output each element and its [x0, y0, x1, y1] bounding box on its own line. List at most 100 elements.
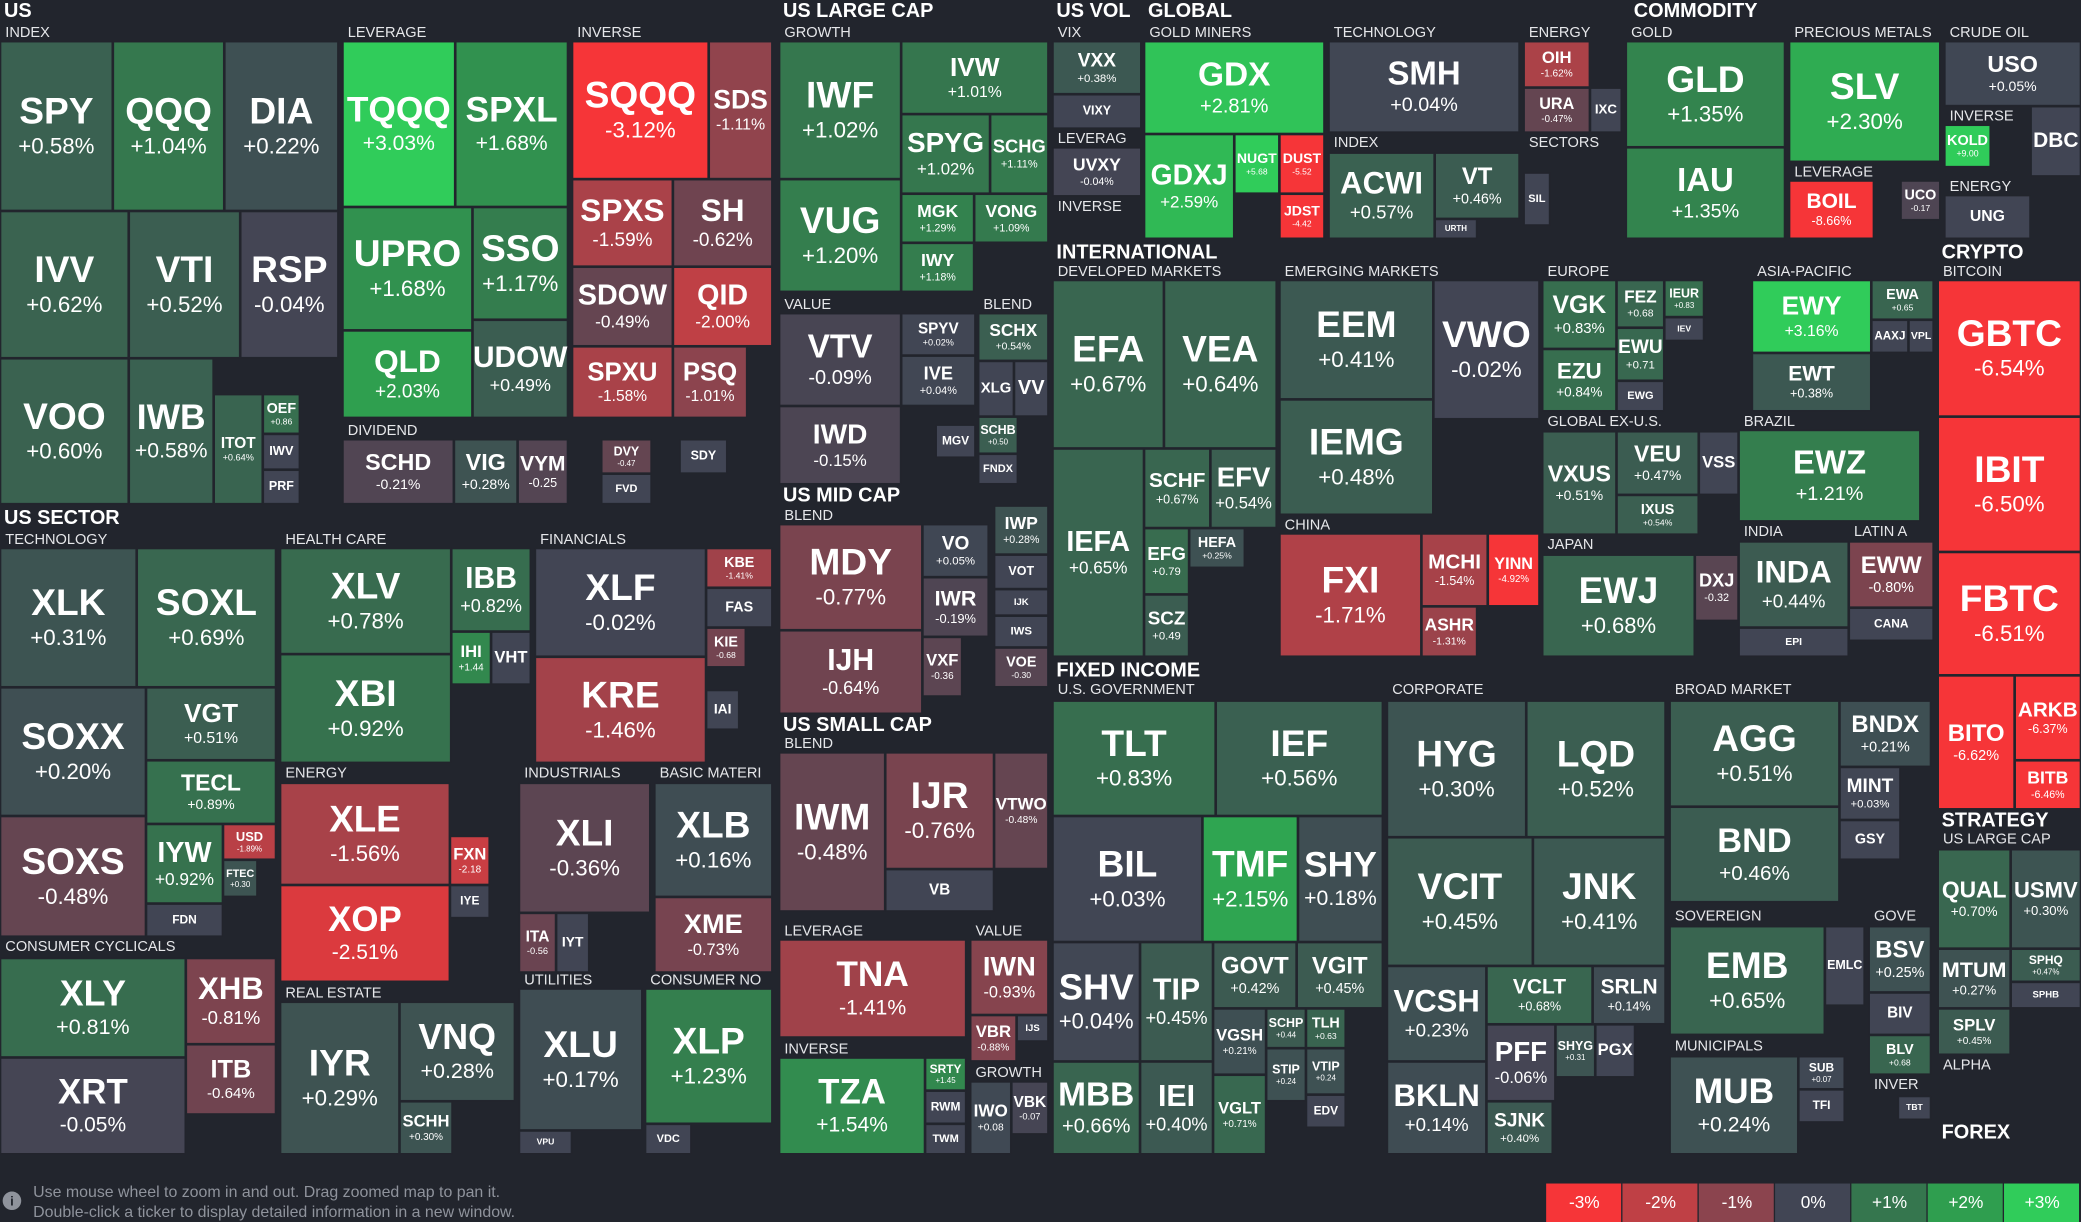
ticker-tile[interactable] — [1595, 1024, 1636, 1078]
ticker-tile[interactable] — [1944, 124, 1991, 168]
ticker-tile[interactable] — [935, 424, 976, 458]
ticker-tile[interactable] — [518, 782, 651, 913]
ticker-tile[interactable] — [472, 319, 569, 418]
ticker-tile[interactable] — [1625, 147, 1786, 239]
ticker-tile[interactable] — [1937, 1008, 2011, 1055]
ticker-tile[interactable] — [1616, 431, 1699, 495]
ticker-tile[interactable] — [1542, 554, 1695, 657]
ticker-tile[interactable] — [1144, 134, 1235, 239]
ticker-tile[interactable] — [399, 1001, 515, 1102]
ticker-tile[interactable] — [449, 884, 490, 919]
ticker-tile[interactable] — [534, 547, 707, 657]
ticker-tile[interactable] — [280, 547, 452, 655]
ticker-tile[interactable] — [779, 1057, 926, 1155]
ticker-tile[interactable] — [1625, 41, 1786, 148]
ticker-tile[interactable] — [1386, 837, 1533, 966]
ticker-tile[interactable] — [885, 752, 995, 870]
ticker-tile[interactable] — [1848, 607, 1934, 641]
ticker-tile[interactable] — [0, 815, 146, 937]
ticker-tile[interactable] — [518, 1130, 573, 1155]
ticker-tile[interactable] — [1297, 815, 1383, 943]
ticker-tile[interactable] — [779, 313, 902, 407]
ticker-tile[interactable] — [1052, 942, 1141, 1062]
ticker-tile[interactable] — [974, 193, 1049, 243]
ticker-tile[interactable] — [1486, 1024, 1556, 1102]
ticker-tile[interactable] — [654, 896, 773, 973]
ticker-tile[interactable] — [1013, 360, 1049, 417]
ticker-tile[interactable] — [280, 654, 452, 763]
ticker-tile[interactable] — [672, 346, 748, 418]
ticker-tile[interactable] — [1486, 965, 1593, 1025]
ticker-tile[interactable] — [145, 823, 223, 904]
ticker-tile[interactable] — [1210, 448, 1277, 529]
ticker-tile[interactable] — [1266, 1048, 1306, 1102]
ticker-tile[interactable] — [1908, 319, 1934, 353]
ticker-tile[interactable] — [2030, 106, 2081, 177]
ticker-tile[interactable] — [1215, 700, 1383, 816]
ticker-tile[interactable] — [1589, 87, 1622, 133]
ticker-tile[interactable] — [779, 752, 886, 912]
ticker-tile[interactable] — [1486, 1101, 1553, 1155]
ticker-tile[interactable] — [280, 1001, 400, 1155]
ticker-tile[interactable] — [1738, 429, 1921, 522]
ticker-tile[interactable] — [0, 41, 113, 211]
ticker-tile[interactable] — [922, 577, 989, 637]
ticker-tile[interactable] — [1305, 1008, 1346, 1049]
ticker-tile[interactable] — [128, 358, 214, 505]
ticker-tile[interactable] — [706, 547, 773, 588]
ticker-tile[interactable] — [262, 394, 300, 434]
ticker-tile[interactable] — [1386, 965, 1487, 1062]
ticker-tile[interactable] — [1937, 279, 2081, 417]
ticker-tile[interactable] — [0, 957, 186, 1058]
ticker-tile[interactable] — [1433, 279, 1540, 420]
ticker-tile[interactable] — [1434, 152, 1520, 219]
ticker-tile[interactable] — [1523, 87, 1590, 133]
ticker-tile[interactable] — [706, 627, 746, 668]
ticker-tile[interactable] — [1163, 279, 1277, 449]
ticker-tile[interactable] — [1523, 172, 1551, 226]
ticker-tile[interactable] — [1144, 448, 1211, 529]
ticker-tile[interactable] — [1542, 279, 1617, 349]
ticker-tile[interactable] — [1669, 926, 1825, 1035]
ticker-tile[interactable] — [901, 242, 975, 292]
ticker-tile[interactable] — [1052, 815, 1203, 943]
ticker-tile[interactable] — [572, 179, 673, 267]
ticker-tile[interactable] — [1213, 942, 1297, 1009]
ticker-tile[interactable] — [1421, 606, 1478, 657]
ticker-tile[interactable] — [994, 589, 1049, 616]
ticker-tile[interactable] — [1868, 1034, 1932, 1075]
ticker-tile[interactable] — [1616, 494, 1699, 535]
ticker-tile[interactable] — [455, 41, 569, 207]
ticker-tile[interactable] — [136, 547, 277, 688]
ticker-tile[interactable] — [1052, 41, 1142, 95]
ticker-tile[interactable] — [1532, 837, 1666, 966]
ticker-tile[interactable] — [342, 330, 473, 418]
ticker-tile[interactable] — [213, 394, 263, 505]
ticker-tile[interactable] — [0, 210, 129, 359]
ticker-tile[interactable] — [901, 114, 991, 194]
ticker-tile[interactable] — [491, 631, 531, 685]
ticker-tile[interactable] — [1052, 1061, 1141, 1155]
ticker-tile[interactable] — [601, 473, 652, 505]
ticker-tile[interactable] — [601, 439, 652, 474]
ticker-tile[interactable] — [1937, 416, 2081, 552]
ticker-tile[interactable] — [1897, 1095, 1932, 1120]
ticker-tile[interactable] — [1279, 533, 1422, 657]
ticker-tile[interactable] — [978, 416, 1018, 454]
ticker-tile[interactable] — [1789, 41, 1941, 162]
ticker-tile[interactable] — [222, 823, 277, 860]
ticker-tile[interactable] — [2010, 948, 2081, 982]
ticker-tile[interactable] — [145, 903, 223, 937]
ticker-tile[interactable] — [885, 869, 995, 912]
ticker-tile[interactable] — [1937, 675, 2015, 810]
ticker-tile[interactable] — [1266, 1008, 1306, 1049]
ticker-tile[interactable] — [1669, 806, 1840, 903]
ticker-tile[interactable] — [645, 988, 773, 1124]
ticker-tile[interactable] — [1386, 700, 1527, 838]
ticker-tile[interactable] — [672, 179, 773, 267]
ticker-tile[interactable] — [1555, 1024, 1596, 1078]
ticker-tile[interactable] — [922, 636, 963, 697]
ticker-tile[interactable] — [534, 656, 707, 763]
ticker-tile[interactable] — [1305, 1048, 1346, 1095]
ticker-tile[interactable] — [1213, 1008, 1267, 1075]
